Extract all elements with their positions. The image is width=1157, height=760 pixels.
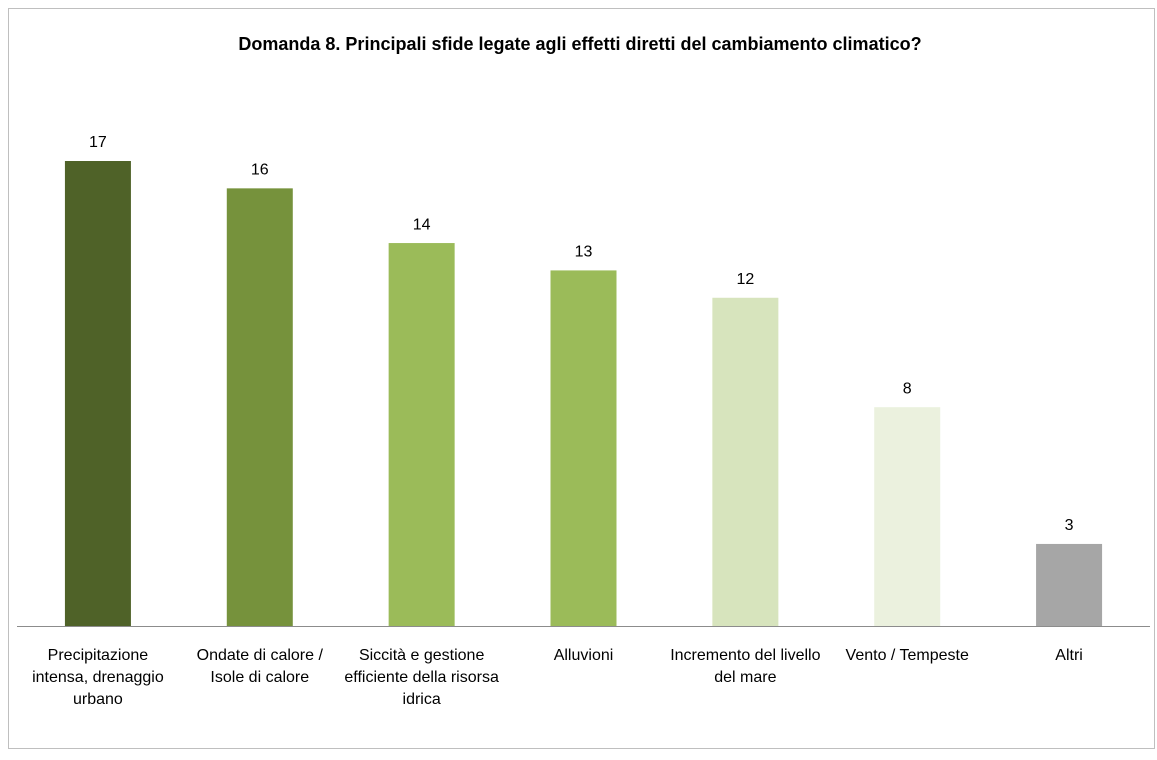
x-tick-label: Siccità e gestione efficiente della riso…: [344, 647, 499, 708]
bar: [388, 243, 455, 626]
data-label: 12: [736, 271, 754, 288]
x-tick-label: Incremento del livello del mare: [670, 647, 821, 686]
bar: [226, 188, 293, 626]
data-label: 3: [1065, 517, 1074, 534]
bar: [1036, 543, 1103, 626]
bar: [550, 270, 617, 626]
chart-title: Domanda 8. Principali sfide legate agli …: [238, 34, 921, 54]
bar: [64, 161, 131, 626]
x-tick-label: Altri: [1055, 647, 1083, 664]
x-tick-label: Vento / Tempeste: [845, 647, 969, 664]
data-label: 13: [575, 244, 593, 261]
data-label: 8: [903, 380, 912, 397]
data-label: 14: [413, 216, 431, 233]
x-tick-label: Alluvioni: [553, 647, 614, 664]
x-tick-label: Ondate di calore / Isole di calore: [196, 647, 323, 686]
chart-border: [8, 8, 1155, 749]
x-tick-label: Precipitazione intensa, drenaggio urbano: [32, 647, 164, 708]
data-label: 17: [89, 134, 107, 151]
bar: [712, 297, 779, 626]
data-label: 16: [251, 162, 269, 179]
bar: [874, 407, 941, 626]
